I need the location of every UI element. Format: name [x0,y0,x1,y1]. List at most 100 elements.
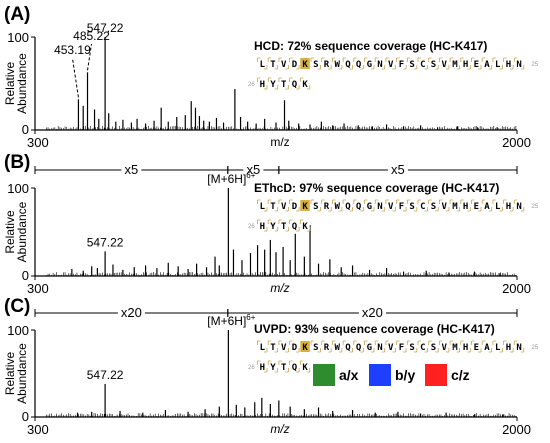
sequence-residue: W [334,343,340,353]
zoom-label-bg [121,162,142,178]
fragment-marker [289,219,300,232]
residue-box [321,200,332,211]
residue-box [460,200,471,211]
sequence-residue: C [420,202,425,212]
sequence-residue: T [270,343,276,353]
sequence-residue: H [506,343,511,353]
fragment-marker [396,199,407,212]
fragment-marker [257,219,268,232]
zoom-label-bg [358,305,386,321]
sequence-residue: M [452,202,458,212]
fragment-marker [353,57,364,70]
residue-box [460,58,471,69]
fragment-marker [332,340,343,353]
sequence-residue: H [260,363,265,373]
residue-box [289,58,300,69]
residue-box [385,341,396,352]
zoom-factor-label: x5 [391,162,405,177]
sequence-residue: H [463,202,468,212]
residue-box [278,58,289,69]
sequence-coverage-title: UVPD: 93% sequence coverage (HC-K417) [254,322,495,336]
x-tick-label: 300 [27,135,49,150]
y-axis-title: Relative [3,352,17,396]
sequence-residue: W [334,202,340,212]
residue-box [385,200,396,211]
sequence-residue: Q [292,80,298,90]
sequence-residue: A [484,202,490,212]
y-axis-title: Abundance [15,343,29,404]
legend-label: b/y [395,367,415,383]
fragment-marker [428,340,439,353]
fragment-marker [503,340,514,353]
residue-box [289,361,300,372]
y-axis-title: Abundance [15,53,29,114]
residue-box [514,341,524,352]
residue-box [257,200,267,211]
legend-label: c/z [451,367,470,383]
residue-box [482,200,492,211]
sequence-residue: H [463,343,468,353]
sequence-residue: D [292,202,298,212]
sequence-residue: Y [270,222,276,232]
fragment-marker [503,57,514,70]
sequence-residue: S [313,202,318,212]
sequence-residue: V [441,60,447,70]
x-axis-title: m/z [270,135,289,149]
sequence-residue: G [367,202,372,212]
sequence-residue: Q [345,202,351,212]
fragment-marker [513,340,525,353]
x-tick-label: 300 [27,281,49,296]
sequence-residue: K [302,80,308,90]
residue-box [289,78,300,89]
panel-label: (C) [4,296,30,317]
residue-box [300,341,310,352]
fragment-marker [257,199,268,212]
y-axis-title: Relative [3,210,17,254]
fragment-marker [406,57,418,70]
sequence-residue: K [302,202,308,212]
fragment-marker [321,57,332,70]
fragment-marker [267,360,279,373]
sequence-residue: Y [270,363,276,373]
residue-box [364,58,374,69]
sequence-position-number: 26 [248,224,255,230]
residue-box [482,58,492,69]
residue-box [418,200,428,211]
residue-box [428,200,439,211]
sequence-residue: L [260,60,266,70]
peak-leader-line [71,57,79,98]
fragment-marker [449,199,460,212]
legend-swatch [369,364,391,386]
ion-type-legend: a/x b/y c/z [313,364,470,386]
sequence-residue: V [441,202,447,212]
residue-box [514,200,524,211]
fragment-marker [428,57,439,70]
fragment-marker [278,219,289,232]
fragment-marker [267,77,279,90]
peak-label: 453.19 [54,43,91,57]
panel-label: (B) [4,152,30,173]
residue-box [407,341,417,352]
residue-box [353,200,364,211]
zoom-factor-label: x20 [121,305,142,320]
sequence-residue: Y [270,80,276,90]
sequence-residue: H [260,222,265,232]
sequence-residue: Q [292,363,298,373]
residue-box [268,78,278,89]
fragment-marker [374,199,386,212]
sequence-residue: S [409,202,414,212]
zoom-factor-label: x20 [362,305,383,320]
sequence-residue: R [324,343,330,353]
residue-box [268,220,278,231]
residue-box [268,58,278,69]
residue-box [407,200,417,211]
sequence-residue: N [377,343,382,353]
fragment-marker [257,340,268,353]
fragment-marker [364,340,375,353]
residue-box [460,341,471,352]
peak-label-superscript: 6+ [246,313,255,322]
fragment-marker [471,57,482,70]
fragment-marker [289,340,300,353]
sequence-residue: N [377,60,382,70]
